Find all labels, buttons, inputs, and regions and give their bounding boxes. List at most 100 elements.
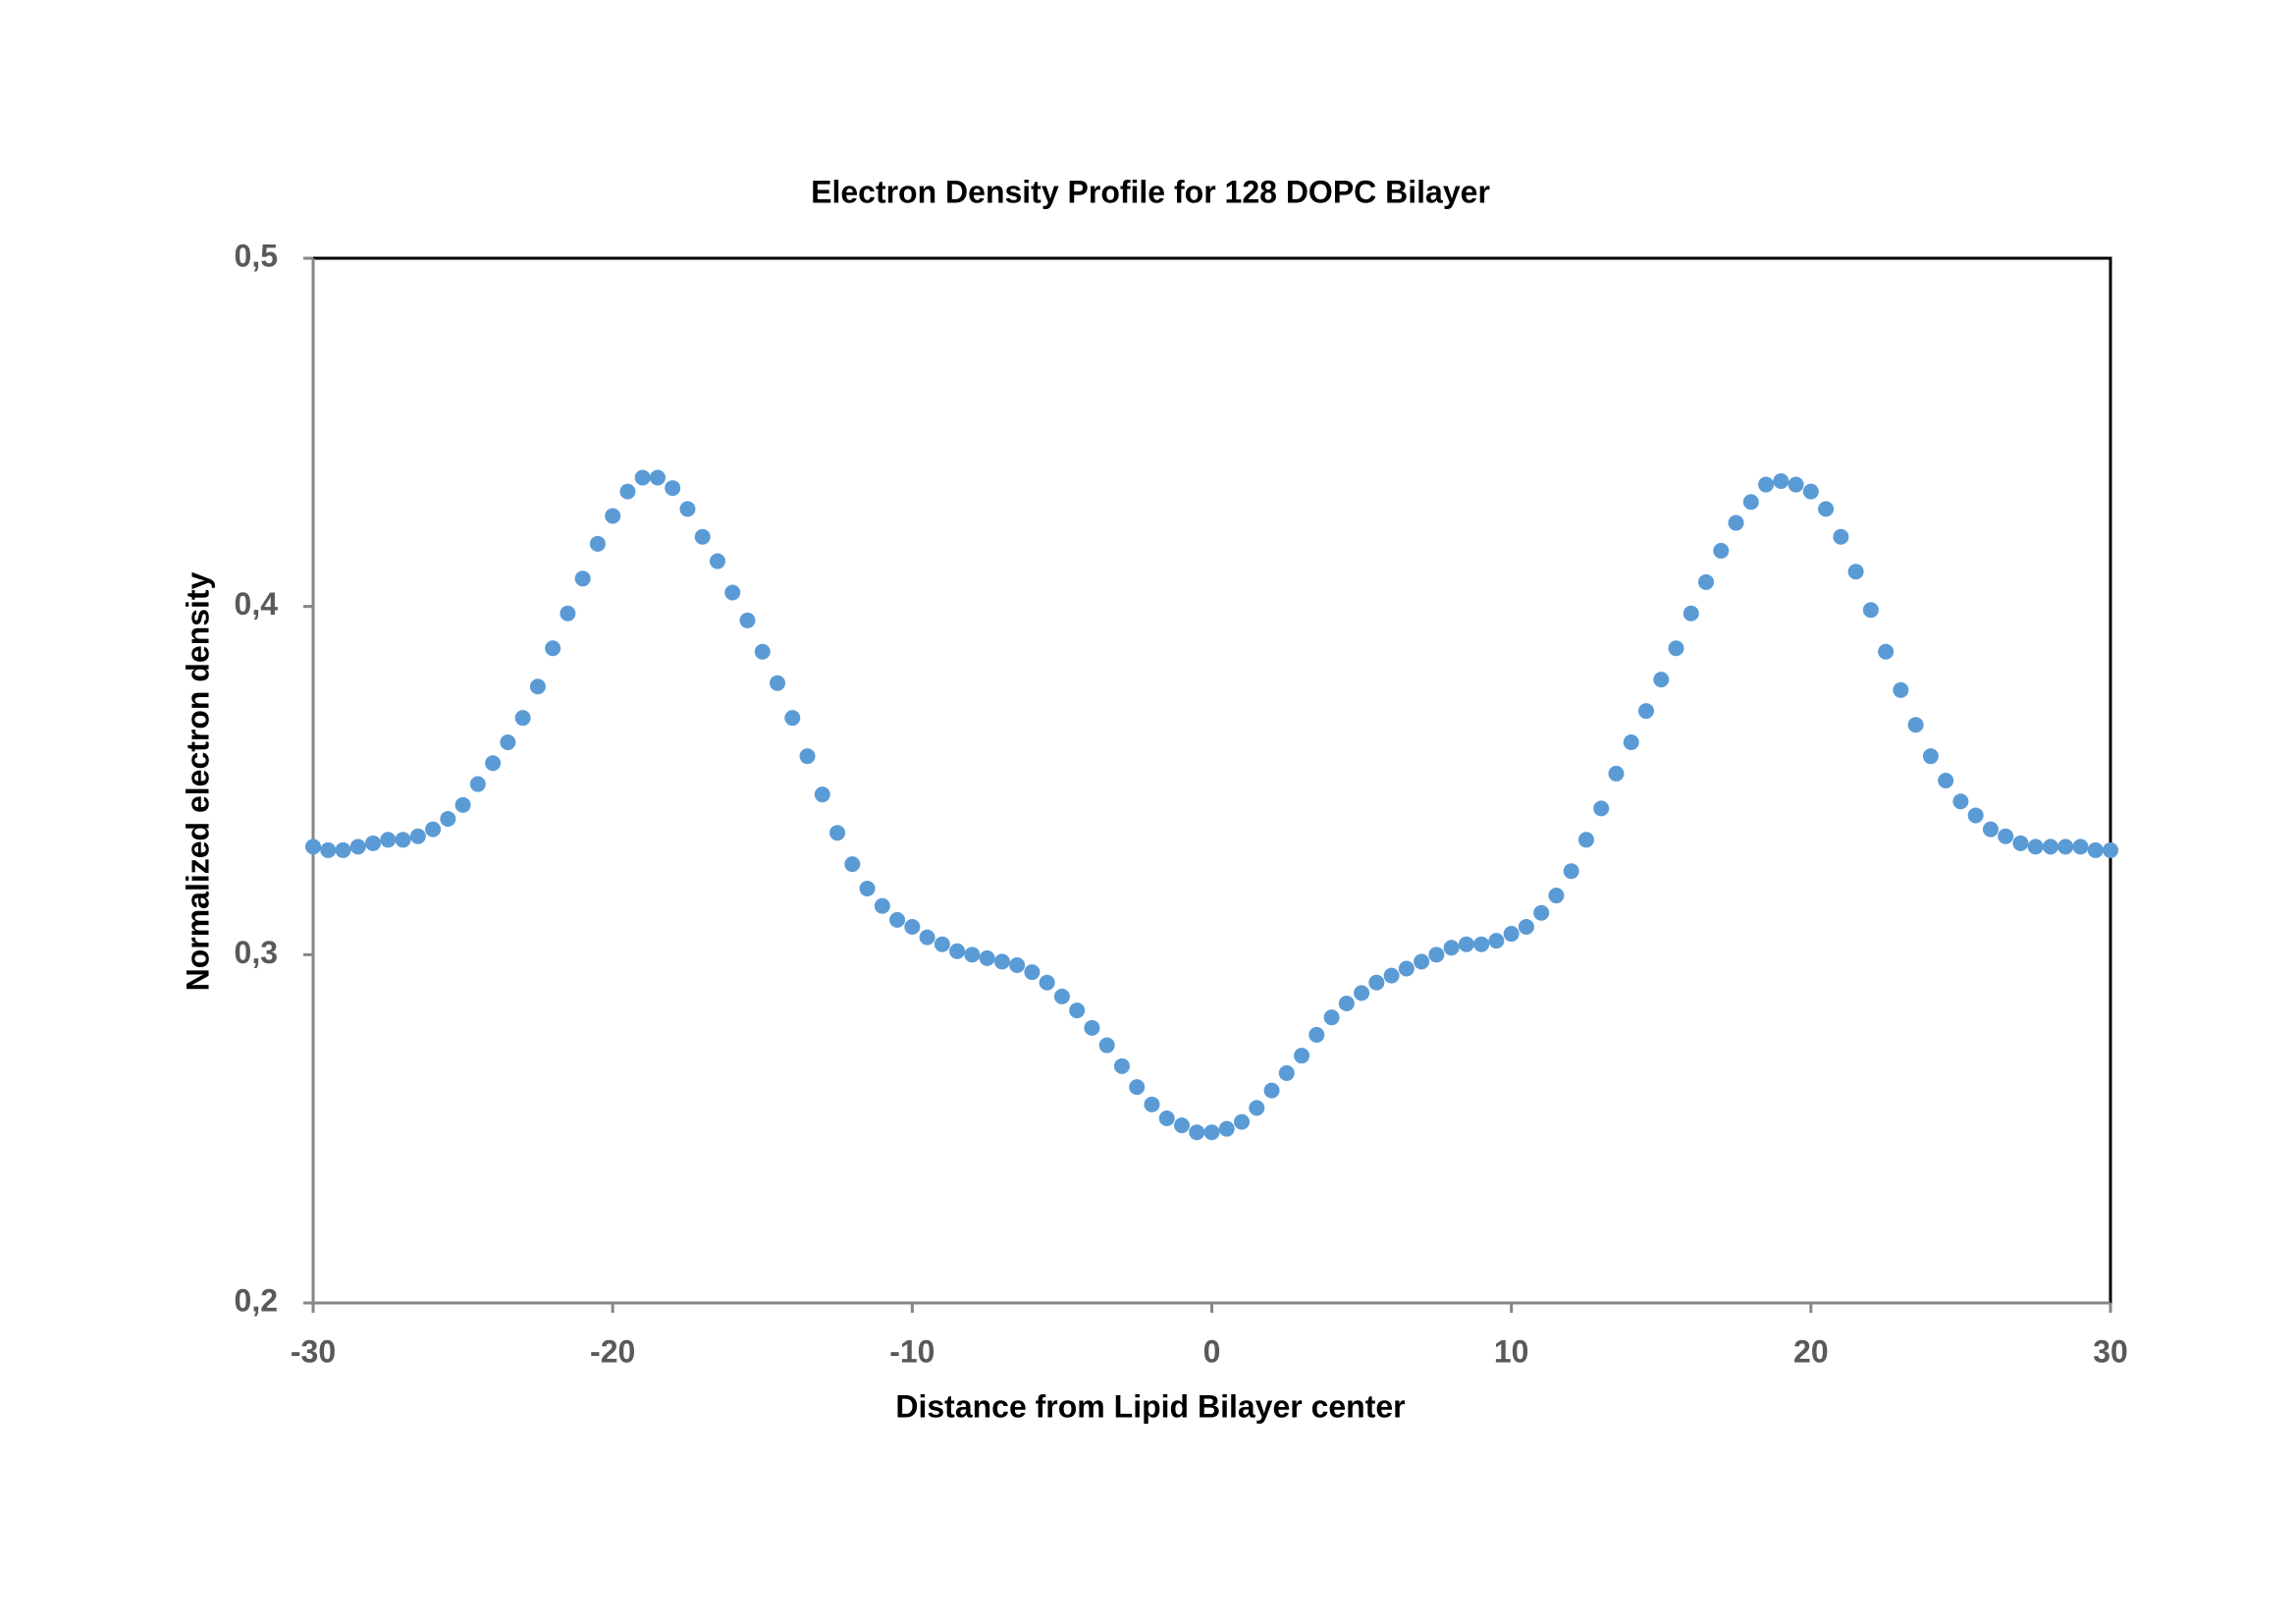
data-point	[1144, 1096, 1160, 1112]
data-point	[1847, 564, 1864, 580]
data-point	[320, 841, 337, 858]
data-point	[1189, 1124, 1205, 1141]
data-point	[365, 835, 382, 851]
data-point	[2087, 841, 2104, 858]
data-point	[469, 776, 486, 792]
data-point	[1368, 974, 1385, 991]
data-point	[1218, 1120, 1235, 1137]
data-point	[1488, 933, 1505, 949]
data-point	[814, 786, 830, 803]
data-point	[514, 710, 531, 727]
x-tick-label: 20	[1793, 1333, 1829, 1369]
data-point	[1548, 888, 1565, 904]
data-point	[1053, 988, 1070, 1004]
data-point	[305, 839, 321, 855]
x-tick-label: 0	[1203, 1333, 1221, 1369]
data-point	[1862, 602, 1879, 619]
data-point	[1158, 1110, 1175, 1127]
data-point	[904, 918, 921, 935]
data-point	[919, 929, 935, 946]
data-point	[1668, 640, 1684, 657]
data-point	[1982, 821, 1999, 838]
data-point	[1354, 985, 1370, 1001]
data-point	[799, 748, 816, 765]
data-point	[874, 897, 890, 914]
data-point	[574, 570, 591, 587]
data-point	[1428, 947, 1445, 963]
data-point	[529, 678, 546, 695]
data-point	[545, 640, 561, 657]
data-point	[1802, 483, 1819, 500]
data-point	[1788, 476, 1804, 493]
y-tick-label: 0,2	[235, 1282, 278, 1318]
data-point	[1728, 514, 1744, 531]
data-point	[440, 811, 456, 828]
data-point	[1443, 940, 1460, 956]
data-point	[829, 825, 846, 841]
data-point	[1398, 960, 1415, 977]
data-point	[560, 605, 576, 622]
data-point	[1263, 1082, 1280, 1099]
data-point	[1294, 1048, 1310, 1064]
data-point	[1758, 476, 1775, 493]
data-point	[1682, 605, 1699, 622]
data-point	[1608, 765, 1625, 782]
data-point	[1503, 926, 1520, 943]
data-point	[349, 839, 366, 855]
data-point	[2042, 839, 2058, 855]
data-point	[1833, 528, 1849, 545]
data-point	[500, 733, 516, 750]
data-point	[1742, 494, 1759, 511]
data-point	[1713, 542, 1730, 559]
data-point	[934, 936, 950, 952]
data-point	[1383, 967, 1400, 984]
data-point	[1938, 773, 1954, 788]
data-point	[1952, 793, 1969, 810]
data-point	[949, 943, 966, 959]
x-tick-label: 30	[2093, 1333, 2128, 1369]
data-point	[1998, 828, 2014, 844]
data-point	[409, 828, 426, 844]
x-tick-label: -10	[889, 1333, 934, 1369]
data-point	[1563, 863, 1579, 880]
data-point	[1069, 1002, 1086, 1019]
data-point	[1907, 717, 1924, 733]
data-point	[589, 535, 606, 552]
data-point	[634, 469, 651, 486]
data-point	[1922, 748, 1939, 765]
data-point	[425, 821, 442, 838]
data-point	[1967, 807, 1984, 824]
y-tick-label: 0,5	[235, 238, 278, 273]
data-point	[485, 755, 502, 772]
data-point	[844, 856, 861, 873]
data-point	[1129, 1079, 1146, 1096]
data-point	[335, 841, 351, 858]
data-point	[1653, 672, 1670, 688]
data-point	[1024, 964, 1041, 981]
data-point	[1878, 643, 1895, 660]
chart-title: Electron Density Profile for 128 DOPC Bi…	[811, 174, 1490, 209]
data-point	[1773, 472, 1789, 489]
data-point	[1009, 956, 1026, 973]
x-tick-label: 10	[1494, 1333, 1529, 1369]
x-tick-label: -30	[291, 1333, 336, 1369]
data-point	[2103, 841, 2118, 858]
data-point	[1084, 1019, 1100, 1036]
data-point	[694, 528, 711, 545]
y-tick-label: 0,4	[235, 586, 279, 622]
data-point	[1203, 1124, 1220, 1141]
data-point	[784, 710, 801, 727]
data-point	[964, 947, 981, 963]
data-point	[993, 953, 1010, 970]
data-point	[665, 480, 681, 497]
data-point	[679, 501, 696, 517]
data-point	[454, 796, 471, 813]
data-point	[1533, 904, 1550, 921]
data-point	[1473, 936, 1490, 952]
data-point	[1893, 681, 1909, 698]
data-point	[1323, 1009, 1340, 1026]
data-point	[1637, 703, 1654, 720]
data-point	[1308, 1026, 1325, 1043]
